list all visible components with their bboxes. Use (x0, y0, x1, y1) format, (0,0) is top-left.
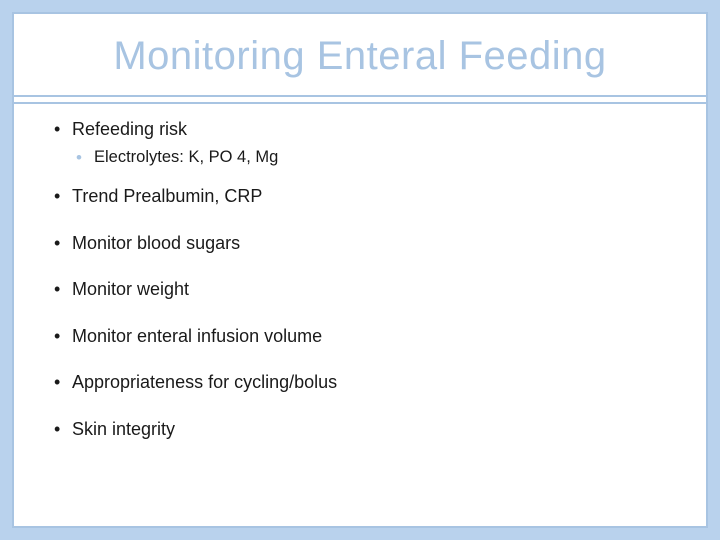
list-item-text: Appropriateness for cycling/bolus (72, 372, 337, 392)
list-item: Trend Prealbumin, CRP (50, 185, 670, 208)
list-item-text: Monitor blood sugars (72, 233, 240, 253)
title-container: Monitoring Enteral Feeding (14, 34, 706, 95)
list-item-text: Monitor enteral infusion volume (72, 326, 322, 346)
divider-bottom (14, 102, 706, 104)
list-item: Monitor blood sugars (50, 232, 670, 255)
list-item: Refeeding risk Electrolytes: K, PO 4, Mg (50, 118, 670, 167)
list-item: Monitor enteral infusion volume (50, 325, 670, 348)
sub-list: Electrolytes: K, PO 4, Mg (72, 147, 670, 168)
sub-list-item: Electrolytes: K, PO 4, Mg (72, 147, 670, 168)
list-item-text: Trend Prealbumin, CRP (72, 186, 262, 206)
sub-list-item-text: Electrolytes: K, PO 4, Mg (94, 148, 278, 166)
list-item: Monitor weight (50, 278, 670, 301)
list-item-text: Monitor weight (72, 279, 189, 299)
content-area: Refeeding risk Electrolytes: K, PO 4, Mg… (14, 118, 706, 508)
slide-frame: Monitoring Enteral Feeding Refeeding ris… (0, 0, 720, 540)
list-item: Skin integrity (50, 418, 670, 441)
list-item-text: Skin integrity (72, 419, 175, 439)
slide-body: Monitoring Enteral Feeding Refeeding ris… (12, 12, 708, 528)
bullet-list: Refeeding risk Electrolytes: K, PO 4, Mg… (50, 118, 670, 440)
list-item: Appropriateness for cycling/bolus (50, 371, 670, 394)
slide-title: Monitoring Enteral Feeding (56, 34, 664, 79)
list-item-text: Refeeding risk (72, 119, 187, 139)
